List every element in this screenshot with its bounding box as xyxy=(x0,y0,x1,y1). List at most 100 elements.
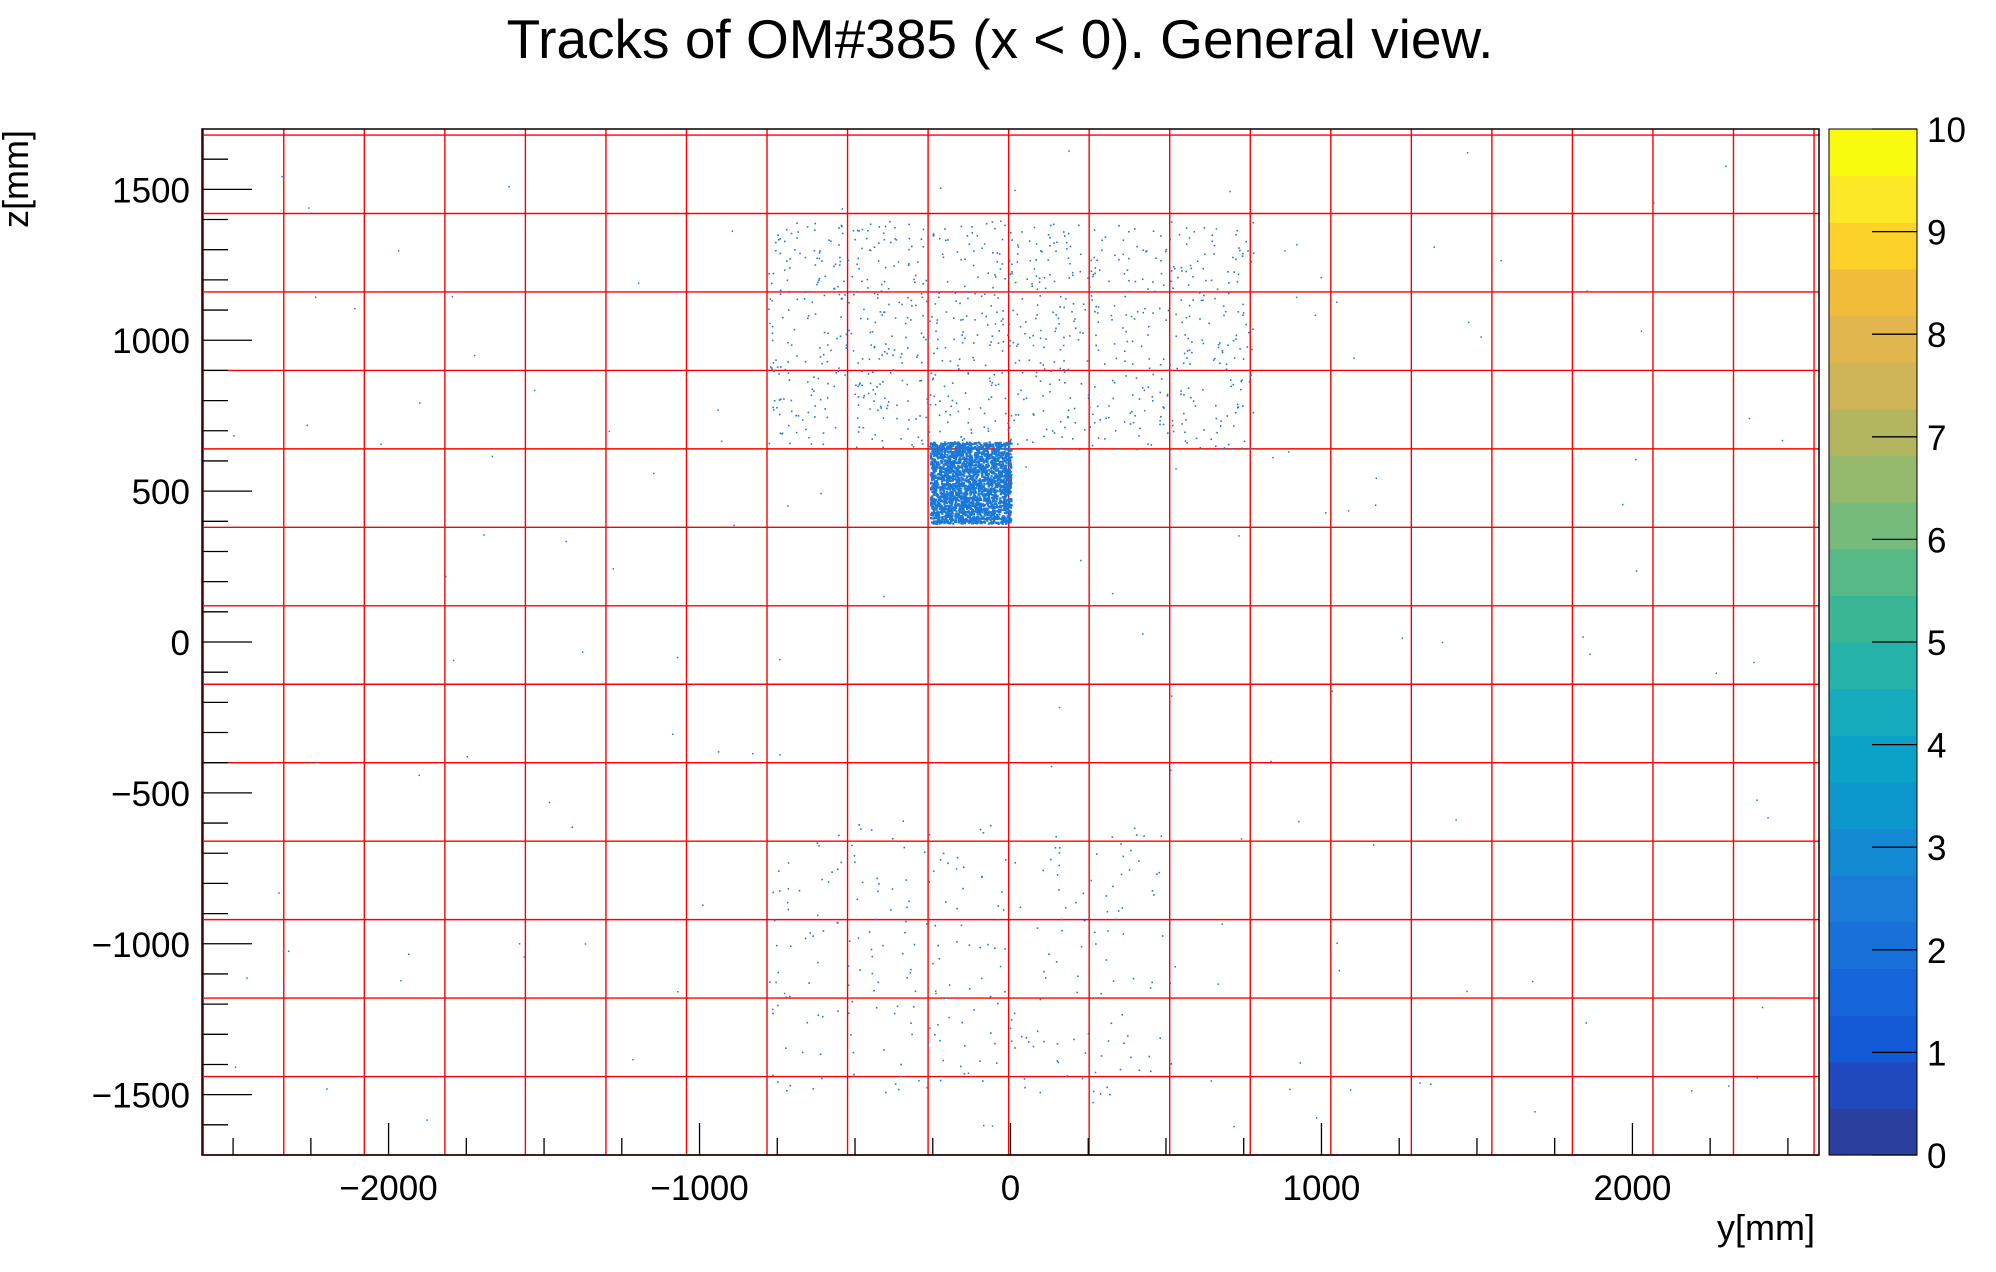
track-point-dense xyxy=(952,518,955,522)
track-point-dense xyxy=(974,481,977,484)
track-point-sparse xyxy=(380,443,382,445)
track-point-halo xyxy=(874,321,877,324)
track-point-dense xyxy=(993,494,997,497)
track-point-dense xyxy=(931,450,934,453)
track-point-lower xyxy=(1112,980,1115,982)
track-point-sparse xyxy=(1767,817,1769,819)
track-point-dense xyxy=(975,496,979,499)
track-point-dense xyxy=(967,445,970,449)
track-point-dense xyxy=(999,510,1002,514)
track-point-lower xyxy=(837,922,839,924)
track-point-halo xyxy=(768,308,770,311)
track-point-halo xyxy=(911,245,913,248)
track-point-dense xyxy=(974,510,977,513)
track-point-dense xyxy=(981,485,984,489)
track-point-sparse xyxy=(1374,504,1377,506)
track-point-dense xyxy=(957,477,960,480)
track-point-dense xyxy=(952,474,955,477)
track-point-dense xyxy=(1001,475,1004,478)
track-point-dense xyxy=(946,480,949,483)
color-scale-band xyxy=(1829,968,1917,1016)
track-point-halo xyxy=(873,292,876,295)
track-point-halo xyxy=(818,251,821,254)
track-point-dense xyxy=(999,518,1002,521)
track-point-halo xyxy=(976,234,979,237)
x-tick-label: −1000 xyxy=(650,1169,748,1208)
track-point-dense xyxy=(947,512,950,516)
track-point-lower xyxy=(1066,1075,1069,1077)
track-point-lower xyxy=(876,877,878,880)
track-point-halo xyxy=(1010,438,1012,441)
track-point-dense xyxy=(941,444,944,447)
track-point-dense xyxy=(942,518,945,521)
track-point-dense xyxy=(1004,490,1007,493)
track-point-halo xyxy=(884,225,887,228)
track-point-dense xyxy=(1000,465,1003,468)
track-point-dense xyxy=(977,503,980,506)
track-point-dense xyxy=(935,443,938,447)
track-point-dense xyxy=(982,459,985,463)
track-point-dense xyxy=(974,518,977,522)
track-point-halo xyxy=(1073,407,1076,410)
track-point-halo xyxy=(1136,310,1139,313)
track-point-dense xyxy=(960,504,963,507)
track-point-halo xyxy=(922,245,925,248)
track-point-dense xyxy=(968,441,971,444)
track-point-halo xyxy=(1063,371,1066,373)
track-point-lower xyxy=(1100,992,1102,995)
track-point-dense xyxy=(1009,520,1012,523)
track-point-dense xyxy=(937,498,941,502)
track-point-sparse xyxy=(1325,512,1327,514)
track-point-halo xyxy=(1138,398,1141,400)
track-point-dense xyxy=(951,460,954,463)
track-point-halo xyxy=(1252,252,1255,255)
track-point-sparse xyxy=(306,424,308,427)
track-point-halo xyxy=(871,438,874,440)
track-point-dense xyxy=(946,494,949,497)
track-point-halo xyxy=(1172,424,1174,427)
track-point-dense xyxy=(943,521,946,525)
track-point-halo xyxy=(1090,295,1093,297)
track-point-halo xyxy=(838,244,840,246)
track-point-dense xyxy=(990,472,994,475)
track-point-halo xyxy=(1018,359,1021,362)
track-point-dense xyxy=(931,487,934,490)
track-point-dense xyxy=(933,485,936,488)
track-point-lower xyxy=(962,887,964,890)
track-point-sparse xyxy=(733,524,735,527)
track-point-halo xyxy=(889,241,892,244)
track-point-dense xyxy=(939,495,942,499)
track-point-halo xyxy=(808,436,810,439)
track-point-lower xyxy=(831,871,833,873)
track-point-dense xyxy=(965,497,968,500)
track-point-dense xyxy=(1009,506,1012,509)
track-point-dense xyxy=(931,457,934,460)
track-point-dense xyxy=(946,504,949,508)
track-point-halo xyxy=(869,331,872,334)
track-point-dense xyxy=(935,511,938,515)
track-point-halo xyxy=(1219,425,1222,427)
track-point-sparse xyxy=(1238,535,1240,537)
track-point-halo xyxy=(1216,288,1219,291)
track-point-dense xyxy=(949,512,952,516)
track-point-lower xyxy=(980,977,983,980)
track-point-halo xyxy=(858,230,860,232)
track-point-halo xyxy=(1011,263,1013,266)
track-point-dense xyxy=(941,512,944,515)
track-point-dense xyxy=(949,446,952,449)
track-point-dense xyxy=(988,454,991,457)
track-point-dense xyxy=(949,450,953,453)
track-point-halo xyxy=(1043,277,1046,279)
track-point-dense xyxy=(978,459,981,462)
track-point-lower xyxy=(853,855,856,857)
track-point-halo xyxy=(887,401,890,403)
track-point-halo xyxy=(827,382,829,385)
track-point-sparse xyxy=(983,243,986,245)
track-point-halo xyxy=(1171,420,1174,422)
track-point-halo xyxy=(940,448,942,451)
track-point-dense xyxy=(969,507,972,510)
track-point-halo xyxy=(1033,414,1035,416)
track-point-dense xyxy=(1004,506,1007,509)
track-point-dense xyxy=(942,477,945,480)
track-point-halo xyxy=(966,234,969,237)
